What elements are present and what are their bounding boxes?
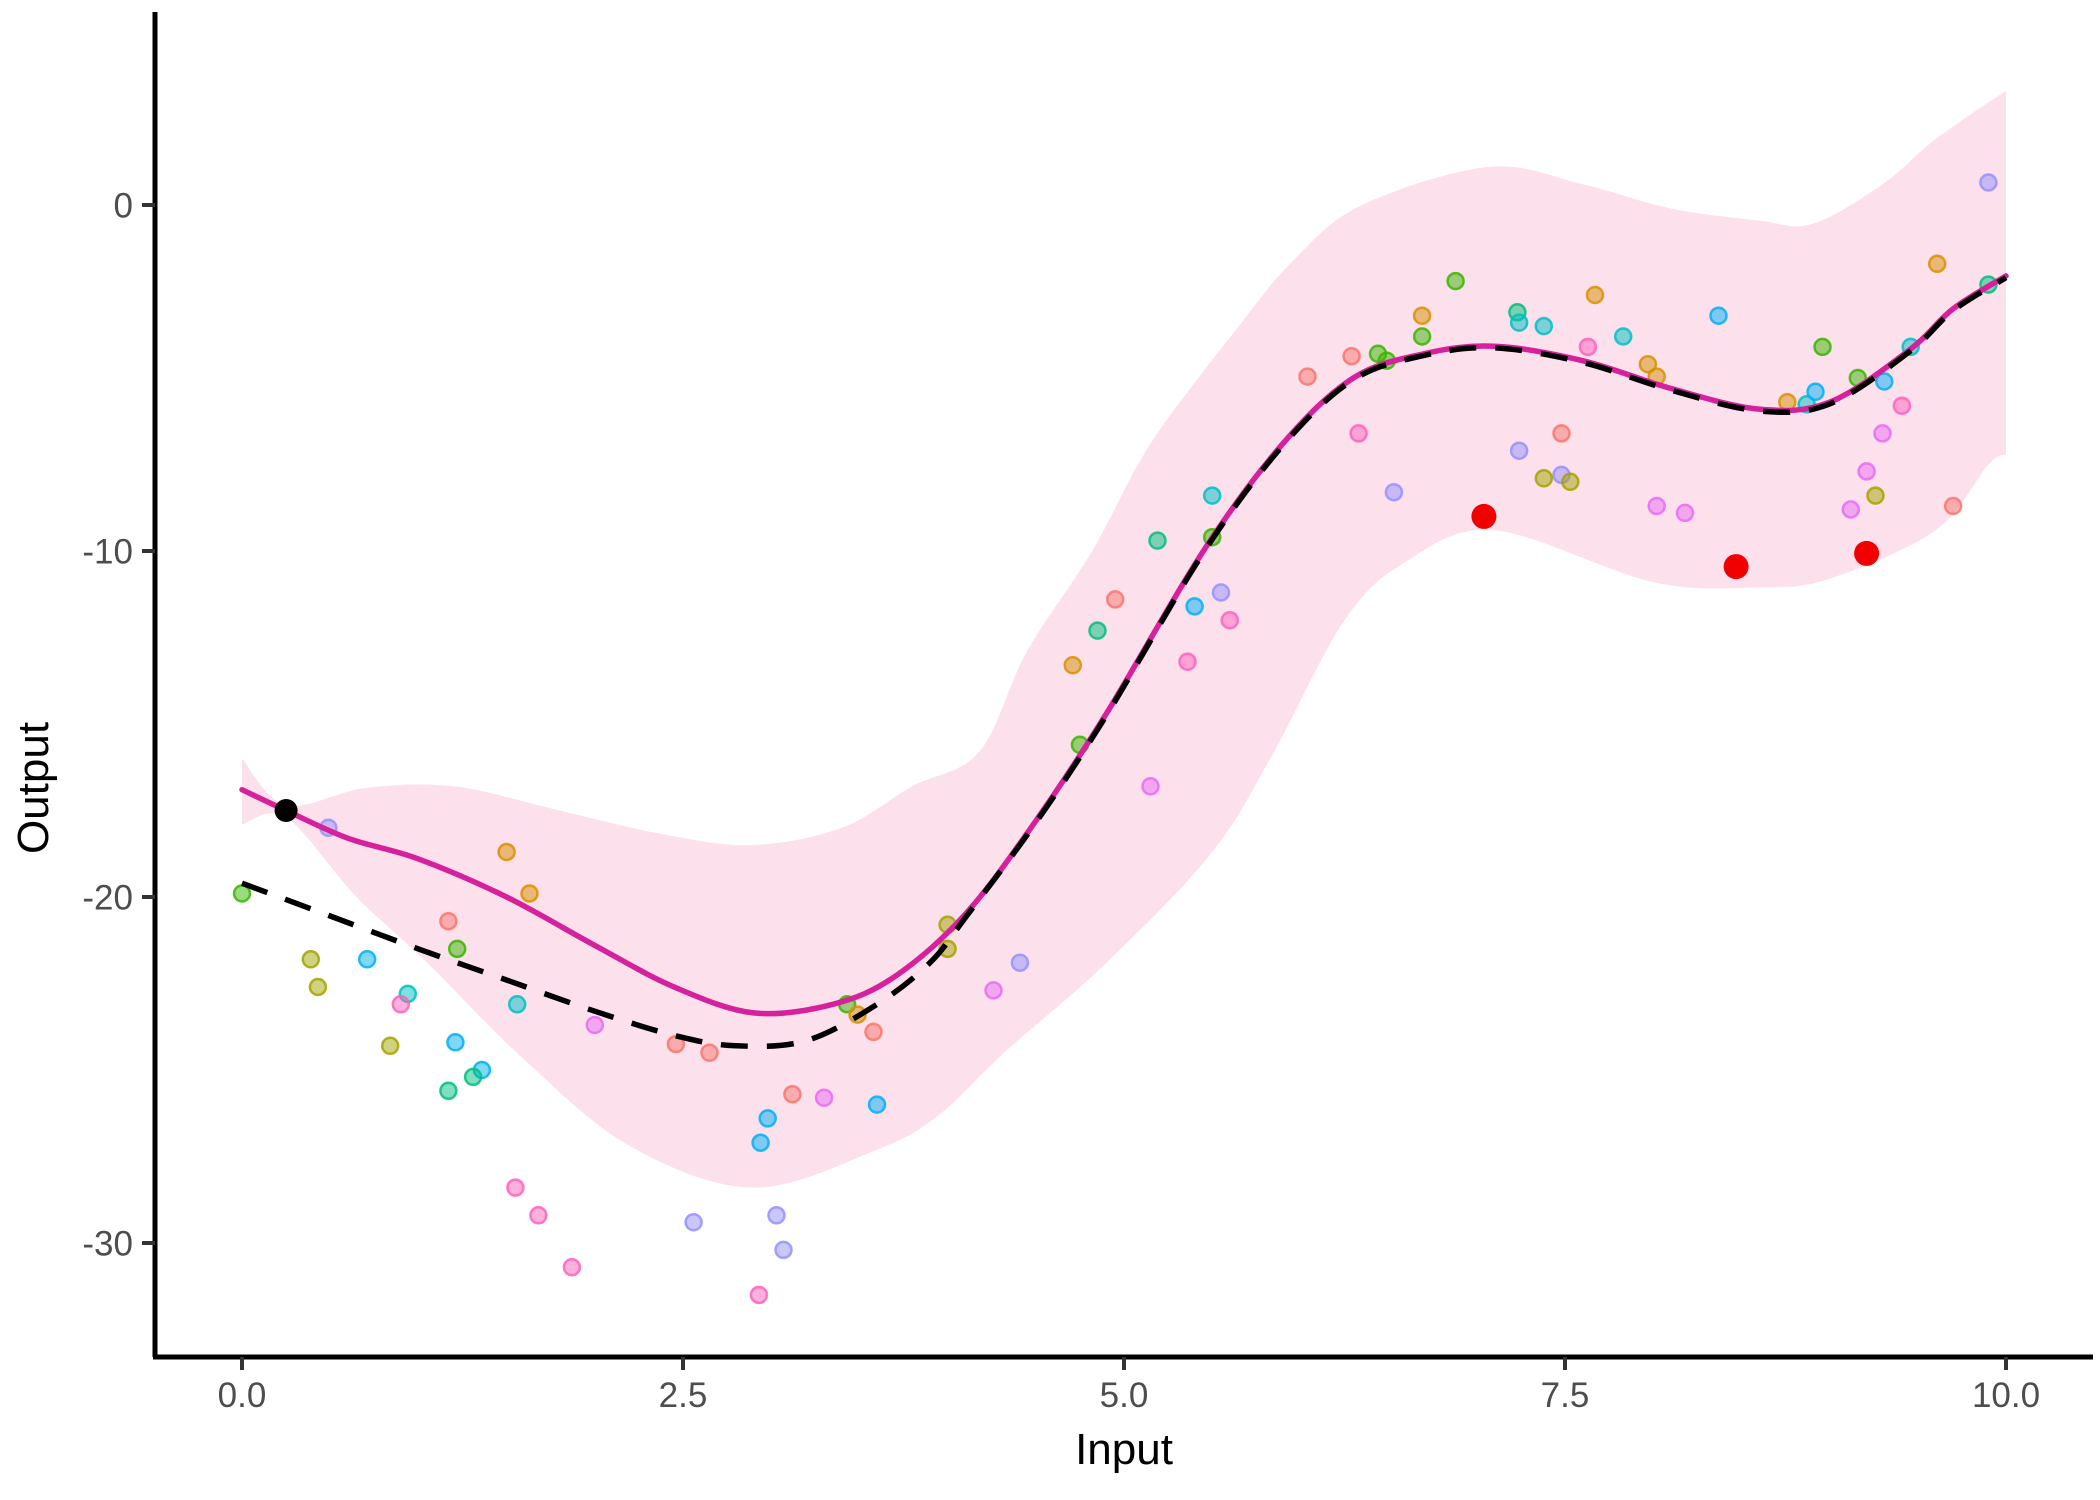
data-point-periwinkle xyxy=(1010,953,1030,972)
data-point-hotpink xyxy=(1578,337,1598,357)
y-tick-label: -20 xyxy=(82,879,133,918)
y-tick-label: -10 xyxy=(82,533,133,572)
data-point-teal xyxy=(1613,327,1633,346)
observed-point-red xyxy=(1471,503,1497,529)
x-tick-label: 2.5 xyxy=(659,1376,708,1415)
observed-point-red xyxy=(1723,554,1749,580)
data-point-blue xyxy=(1806,382,1825,402)
data-point-salmon xyxy=(1552,424,1571,443)
data-point-blue xyxy=(751,1133,770,1152)
data-point-orchid xyxy=(1873,424,1892,443)
x-axis-title: Input xyxy=(1075,1425,1173,1474)
data-point-hotpink xyxy=(1178,652,1197,671)
data-point-tealgreen xyxy=(463,1067,483,1087)
data-point-green xyxy=(1813,337,1832,357)
data-point-periwinkle xyxy=(767,1206,786,1225)
x-tick-label: 5.0 xyxy=(1100,1376,1149,1415)
data-point-orchid xyxy=(984,981,1003,1000)
data-point-olive xyxy=(1866,486,1885,505)
data-point-hotpink xyxy=(1349,424,1368,443)
data-point-orange xyxy=(520,884,539,903)
data-point-green xyxy=(1412,327,1432,346)
data-point-olive xyxy=(301,950,321,969)
data-point-salmon xyxy=(1298,367,1317,386)
data-point-olive xyxy=(308,977,328,997)
data-point-hotpink xyxy=(391,995,411,1014)
data-point-orchid xyxy=(1141,777,1160,796)
data-point-blue xyxy=(1875,372,1894,391)
data-point-orchid xyxy=(1841,500,1861,519)
confidence-ribbon xyxy=(242,90,2006,1188)
data-point-olive xyxy=(1561,472,1580,492)
data-point-blue xyxy=(1185,597,1204,616)
data-point-blue xyxy=(446,1033,465,1052)
data-point-orchid xyxy=(1857,462,1876,481)
data-point-salmon xyxy=(1943,496,1963,516)
data-point-teal xyxy=(1534,316,1554,336)
x-tick-label: 0.0 xyxy=(218,1376,267,1415)
data-point-tealgreen xyxy=(439,1081,458,1101)
data-point-blue xyxy=(867,1095,887,1114)
data-point-periwinkle xyxy=(684,1212,703,1232)
data-point-orange xyxy=(1412,306,1432,325)
data-point-tealgreen xyxy=(1088,621,1107,640)
y-tick-label: -30 xyxy=(82,1225,133,1264)
data-point-periwinkle xyxy=(1979,173,1998,192)
data-point-green xyxy=(1446,271,1465,291)
data-point-hotpink xyxy=(1220,610,1240,630)
data-point-teal xyxy=(1202,486,1222,505)
data-point-teal xyxy=(1509,313,1529,332)
data-point-salmon xyxy=(1342,346,1361,366)
data-point-salmon xyxy=(700,1043,719,1062)
data-point-olive xyxy=(380,1036,400,1056)
true-function-dashed-curve xyxy=(241,275,2008,1050)
data-point-orange xyxy=(1927,254,1947,274)
data-point-blue xyxy=(357,950,377,969)
data-point-salmon xyxy=(439,911,458,931)
data-point-salmon xyxy=(1105,590,1125,609)
data-point-orchid xyxy=(1675,503,1695,523)
data-point-hotpink xyxy=(529,1206,548,1225)
data-point-orchid xyxy=(585,1015,605,1035)
x-tick-label: 10.0 xyxy=(1972,1376,2040,1415)
data-point-orange xyxy=(497,842,516,862)
data-point-hotpink xyxy=(506,1178,525,1197)
data-point-olive xyxy=(1534,469,1554,488)
data-point-periwinkle xyxy=(1211,583,1231,602)
y-tick-label: 0 xyxy=(114,187,133,226)
x-tick-label: 7.5 xyxy=(1541,1376,1590,1415)
data-point-blue xyxy=(1709,306,1728,325)
data-point-salmon xyxy=(783,1084,802,1104)
data-point-green xyxy=(447,939,467,959)
y-axis-title: Output xyxy=(9,721,58,855)
data-point-teal xyxy=(507,995,527,1014)
data-point-hotpink xyxy=(749,1285,769,1305)
data-point-orchid xyxy=(1647,496,1666,516)
data-point-salmon xyxy=(864,1022,883,1042)
observed-point-black xyxy=(274,799,298,822)
data-point-periwinkle xyxy=(1509,441,1529,460)
data-point-orange xyxy=(1585,285,1605,305)
data-point-orange xyxy=(1638,354,1658,374)
data-point-hotpink xyxy=(562,1257,582,1277)
data-point-orchid xyxy=(814,1088,834,1107)
data-point-orange xyxy=(1063,655,1083,675)
data-point-periwinkle xyxy=(1384,482,1404,502)
observed-point-red xyxy=(1854,540,1880,566)
data-point-tealgreen xyxy=(1148,531,1167,550)
data-point-hotpink xyxy=(1892,396,1912,415)
data-point-blue xyxy=(758,1109,777,1128)
data-point-periwinkle xyxy=(774,1240,793,1260)
